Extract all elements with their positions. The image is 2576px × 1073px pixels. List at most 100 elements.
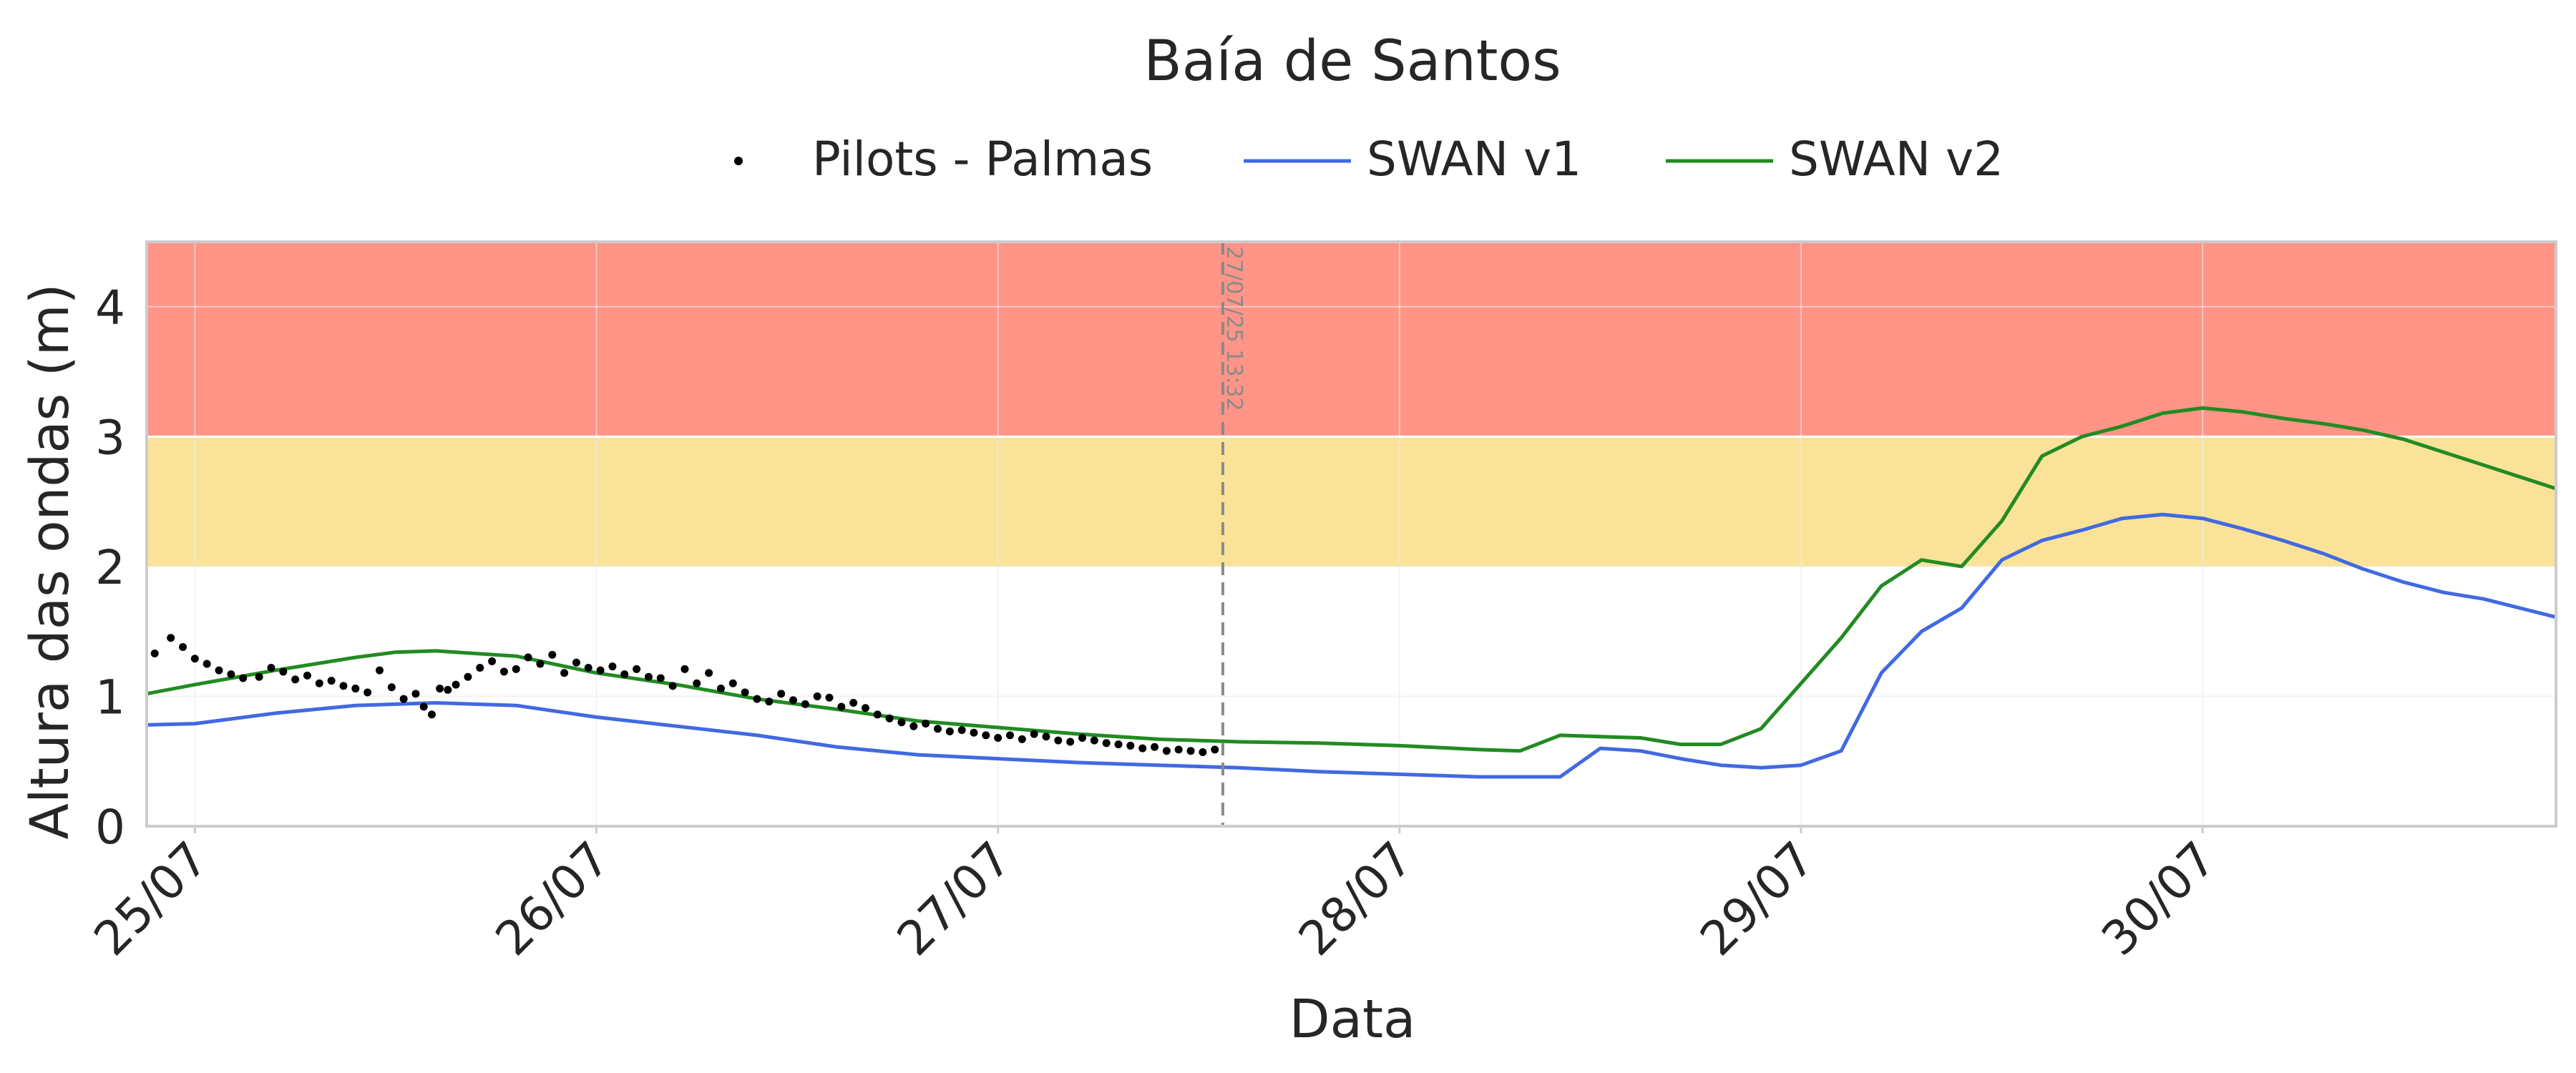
observation-point [1186, 747, 1195, 755]
observation-point [315, 679, 323, 687]
observation-point [291, 675, 300, 684]
observation-point [945, 727, 954, 735]
y-tick-label: 4 [95, 280, 125, 335]
observation-point [536, 660, 545, 668]
observation-point [668, 682, 677, 690]
observation-point [548, 650, 557, 659]
observation-point [499, 667, 508, 676]
observation-point [488, 657, 497, 665]
observation-point [512, 665, 520, 673]
observation-point [813, 692, 821, 700]
observation-point [1018, 735, 1026, 743]
observation-point [680, 665, 689, 673]
observation-point [327, 677, 336, 685]
observation-point [777, 690, 786, 698]
y-tick-label: 3 [95, 410, 125, 465]
observation-point [837, 702, 846, 711]
observation-point [279, 667, 288, 676]
observation-point [303, 671, 311, 680]
alert-band-1 [147, 436, 2556, 567]
observation-point [560, 669, 569, 677]
observation-point [1151, 743, 1159, 751]
legend-marker-pilots [734, 157, 743, 165]
x-axis-label: Data [1289, 989, 1416, 1050]
y-tick-label: 0 [95, 800, 125, 855]
observation-point [849, 699, 858, 707]
observation-point [1174, 745, 1183, 754]
x-tick-label: 30/07 [2092, 831, 2227, 966]
observation-point [1090, 736, 1098, 745]
alert-band-0 [147, 242, 2556, 437]
y-tick-label: 2 [95, 540, 125, 595]
observation-point [753, 695, 761, 703]
observation-point [596, 666, 605, 675]
x-tick-label: 28/07 [1288, 831, 1423, 966]
observation-point [572, 658, 580, 667]
observation-point [741, 688, 749, 697]
observation-point [897, 718, 906, 727]
x-tick-label: 29/07 [1689, 831, 1825, 966]
observation-point [227, 670, 235, 679]
observation-point [885, 714, 894, 722]
observation-point [179, 642, 187, 651]
observation-point [351, 685, 360, 693]
observation-point [464, 672, 472, 681]
observation-point [716, 685, 725, 693]
y-tick-label: 1 [95, 670, 125, 725]
observation-point [167, 634, 175, 642]
observation-point [1211, 745, 1219, 754]
series-line-swan-v1 [146, 512, 2557, 779]
observation-point [693, 679, 701, 687]
observation-point [239, 674, 248, 682]
observation-point [411, 690, 420, 698]
observation-point [584, 664, 592, 672]
observation-point [1030, 730, 1038, 738]
observation-point [825, 693, 834, 702]
y-axis: 0 1 2 3 4 [95, 280, 125, 855]
observation-point [728, 679, 737, 687]
observation-point [190, 655, 199, 663]
plot-frame [145, 240, 2557, 828]
observation-point [387, 683, 396, 692]
observation-point [994, 734, 1002, 743]
legend-label-swan-v1: SWAN v1 [1367, 132, 1581, 187]
series-pilots-palmas [150, 634, 1219, 757]
observation-point [1042, 733, 1050, 741]
observation-point [150, 650, 159, 658]
now-marker-label: 27/07/25 13:32 [1221, 246, 1246, 411]
observation-point [1066, 738, 1075, 746]
observation-point [789, 696, 797, 705]
observation-point [982, 731, 990, 740]
observation-point [524, 653, 532, 662]
observation-point [1138, 744, 1147, 753]
observation-point [705, 669, 713, 677]
observation-point [970, 728, 978, 737]
observation-point [476, 664, 484, 672]
plot-area: 27/07/25 13:32 [145, 240, 2557, 828]
observation-point [633, 665, 641, 673]
y-axis-label: Altura das ondas (m) [19, 283, 81, 839]
observation-point [444, 685, 452, 694]
x-tick-label: 27/07 [887, 831, 1022, 966]
observation-point [1078, 734, 1087, 743]
observation-point [255, 672, 263, 681]
observation-point [419, 702, 428, 711]
legend: Pilots - Palmas SWAN v1 SWAN v2 [734, 132, 2004, 187]
legend-label-swan-v2: SWAN v2 [1789, 132, 2004, 187]
x-axis: 25/07 26/07 27/07 28/07 29/07 30/07 [84, 826, 2227, 966]
observation-point [1102, 739, 1111, 748]
observation-point [267, 664, 275, 672]
observation-point [452, 680, 460, 689]
observation-point [1006, 731, 1015, 740]
observation-point [1199, 748, 1207, 757]
observation-point [1054, 736, 1063, 745]
observation-point [375, 666, 384, 675]
observation-point [765, 697, 774, 706]
observation-point [801, 700, 809, 708]
observation-point [608, 662, 617, 671]
observation-point [399, 695, 408, 703]
observation-point [656, 674, 665, 682]
observation-point [620, 670, 629, 679]
observation-point [933, 725, 942, 733]
